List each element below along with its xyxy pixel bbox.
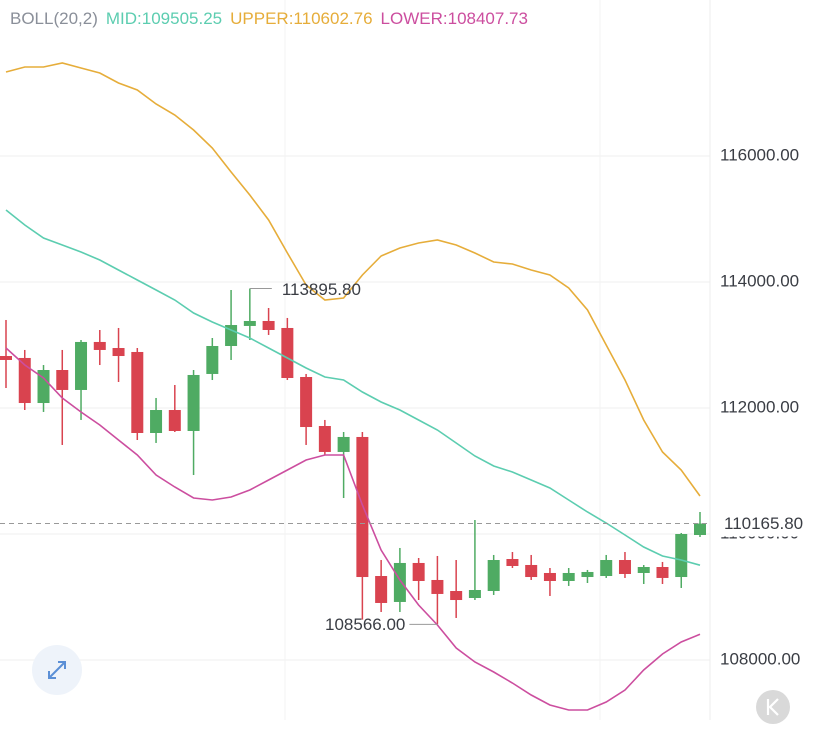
candle-body xyxy=(281,327,294,379)
k-icon[interactable] xyxy=(766,698,779,716)
candle-body xyxy=(562,572,575,581)
grid xyxy=(0,155,710,661)
candle-body xyxy=(468,589,481,598)
candle-body xyxy=(393,562,406,602)
candle-body xyxy=(525,564,538,578)
candle-body xyxy=(75,341,88,390)
candle-body xyxy=(450,591,463,601)
candle-body xyxy=(56,370,69,390)
y-tick-label: 114000.00 xyxy=(720,271,799,290)
boll-line xyxy=(5,209,701,566)
y-tick-label: 112000.00 xyxy=(720,397,799,416)
candle-body xyxy=(506,559,519,566)
indicator-label: BOLL(20,2) xyxy=(10,9,98,28)
legend-entry: MID:109505.25 xyxy=(106,9,222,28)
candle-body xyxy=(543,572,556,581)
candle-body xyxy=(168,410,181,431)
last-price-label: 110165.80 xyxy=(724,514,803,533)
candle-body xyxy=(412,562,425,581)
plot: 113895.80 108566.00 xyxy=(0,62,710,711)
candle-body xyxy=(206,345,219,374)
y-tick-label: 116000.00 xyxy=(720,145,799,164)
candle-body xyxy=(93,341,106,350)
candle-body xyxy=(675,533,688,578)
candle-body xyxy=(243,320,256,326)
candle-body xyxy=(618,560,631,574)
candle-body xyxy=(225,325,238,346)
k-bg[interactable] xyxy=(756,690,790,724)
candle-body xyxy=(0,356,12,360)
candle-body xyxy=(300,376,313,428)
candle-body xyxy=(37,370,50,404)
candle-body xyxy=(431,579,444,594)
candle-body xyxy=(150,410,163,434)
candle-body xyxy=(131,351,144,434)
candle-body xyxy=(487,560,500,592)
boll-line xyxy=(5,62,701,497)
candle-body xyxy=(187,374,200,431)
max-label: 113895.80 xyxy=(282,280,361,299)
legend-entry: LOWER:108407.73 xyxy=(381,9,528,28)
boll-line xyxy=(5,347,701,711)
candle-body xyxy=(112,348,125,357)
last-price-bg xyxy=(716,510,828,537)
candle-body xyxy=(656,567,669,578)
legend-entry: UPPER:110602.76 xyxy=(230,9,372,28)
k-button[interactable] xyxy=(756,690,790,724)
candle-body xyxy=(581,571,594,578)
candle-body xyxy=(694,523,706,535)
candle-body xyxy=(637,567,650,573)
candle-body xyxy=(600,560,613,577)
candle-body xyxy=(18,357,31,404)
candle-body xyxy=(375,576,388,603)
expand-icon[interactable] xyxy=(48,661,66,679)
candle-body xyxy=(337,436,350,452)
legend: BOLL(20,2) MID:109505.25 UPPER:110602.76 LO… xyxy=(10,9,528,28)
min-label: 108566.00 xyxy=(325,615,405,634)
candle-body xyxy=(318,426,331,452)
y-tick-label: 108000.00 xyxy=(720,649,800,668)
expand-button[interactable] xyxy=(32,645,82,695)
candle-body xyxy=(262,320,275,330)
